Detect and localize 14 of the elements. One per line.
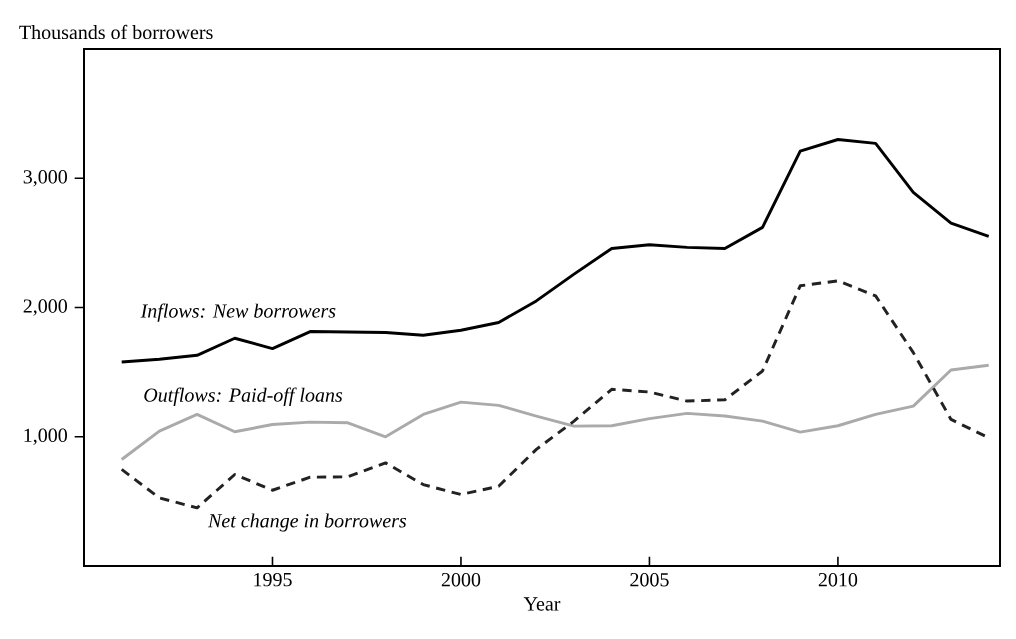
- series-label: Net change in borrowers: [207, 513, 407, 532]
- x-tick-label: 2000: [441, 572, 481, 587]
- x-axis-title: Year: [523, 597, 561, 611]
- line-series: [120, 363, 991, 461]
- line-series: [120, 138, 991, 364]
- y-tick-label: 3,000: [23, 170, 67, 187]
- series-label: Outflows: Paid-off loans: [144, 387, 343, 406]
- x-tick-label: 2010: [818, 572, 858, 587]
- x-tick-label: 1995: [254, 572, 292, 587]
- y-axis-title: Thousands of borrowers: [19, 24, 213, 40]
- x-tick-label: 2005: [630, 572, 669, 587]
- series-label: Inflows: New borrowers: [140, 303, 336, 322]
- y-tick-label: 1,000: [24, 428, 67, 445]
- y-tick-label: 2,000: [23, 299, 67, 316]
